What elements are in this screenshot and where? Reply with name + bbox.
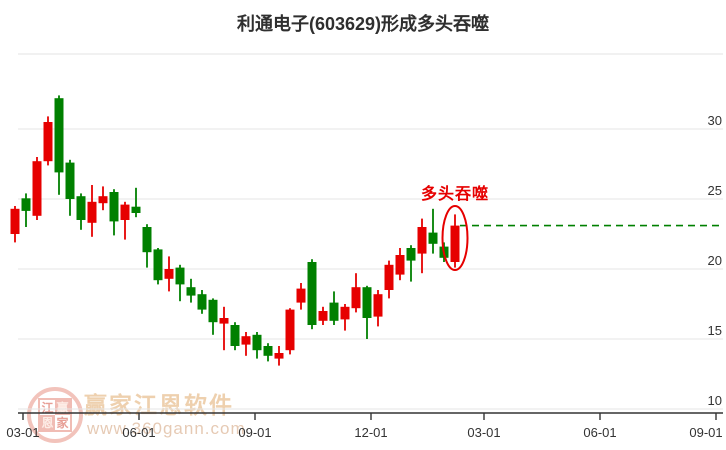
candle-body <box>120 204 130 220</box>
candle-body <box>241 336 251 345</box>
candle-body <box>384 264 394 290</box>
candle-body <box>428 232 438 244</box>
y-axis-label: 15 <box>708 323 722 338</box>
candle-body <box>307 262 317 325</box>
candle-body <box>406 248 416 261</box>
x-axis-label: 03-01 <box>467 425 500 440</box>
y-axis-label: 25 <box>708 183 722 198</box>
candle-body <box>164 269 174 279</box>
candle-body <box>340 306 350 320</box>
candle-body <box>296 288 306 303</box>
candle-body <box>32 161 42 216</box>
candle-body <box>98 196 108 204</box>
y-axis-label: 20 <box>708 253 722 268</box>
candle-body <box>263 346 273 356</box>
candle-body <box>395 255 405 275</box>
seal-char: 江 <box>41 401 54 415</box>
candle-body <box>362 287 372 318</box>
x-axis-label: 09-01 <box>689 425 722 440</box>
candle-body <box>373 294 383 317</box>
watermark-seal: 江 赢 恩 家 <box>27 387 83 443</box>
x-axis-label: 09-01 <box>238 425 271 440</box>
candle-body <box>109 192 119 222</box>
watermark-seal-box: 江 赢 恩 家 <box>38 398 72 432</box>
seal-char: 恩 <box>40 415 55 430</box>
candle-body <box>87 201 97 223</box>
x-axis-label: 03-01 <box>6 425 39 440</box>
candle-body <box>219 318 229 324</box>
x-axis-label: 12-01 <box>354 425 387 440</box>
candle-body <box>21 198 31 211</box>
pattern-highlight-ellipse <box>441 205 469 271</box>
pattern-annotation: 多头吞噬 <box>420 186 489 203</box>
candle-body <box>153 249 163 281</box>
candle-body <box>318 311 328 321</box>
candles-series <box>10 95 460 366</box>
x-axis-label: 06-01 <box>583 425 616 440</box>
y-axis-label: 30 <box>708 113 722 128</box>
candle-body <box>351 287 361 309</box>
candle-body <box>230 325 240 346</box>
candle-body <box>285 309 295 351</box>
candle-body <box>43 122 53 162</box>
candle-body <box>76 196 86 220</box>
candle-body <box>274 353 284 359</box>
candle-body <box>10 208 20 234</box>
candle-body <box>450 225 460 262</box>
candle-body <box>175 267 185 285</box>
candle-body <box>131 206 141 213</box>
candle-body <box>65 162 75 199</box>
candle-body <box>417 227 427 254</box>
candle-body <box>252 334 262 351</box>
candle-body <box>54 98 64 173</box>
candle-body <box>197 294 207 310</box>
candle-body <box>329 302 339 321</box>
x-axis-label: 06-01 <box>122 425 155 440</box>
watermark-url: www.360gann.com <box>87 419 246 438</box>
seal-char: 赢 <box>55 400 70 415</box>
y-axis-label: 10 <box>708 393 722 408</box>
candle-body <box>186 287 196 296</box>
chart-title: 利通电子(603629)形成多头吞噬 <box>236 14 490 34</box>
candle-body <box>142 227 152 253</box>
seal-char: 家 <box>56 416 69 430</box>
candle-body <box>208 299 218 323</box>
